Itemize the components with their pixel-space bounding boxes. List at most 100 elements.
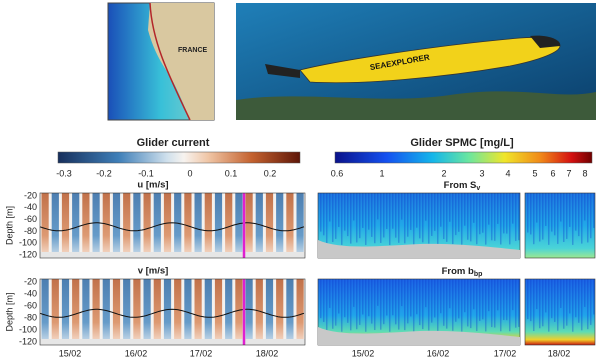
spmc-streak (539, 193, 541, 242)
current-stripe (51, 193, 59, 254)
spmc-streak (392, 193, 394, 229)
spmc-streak (593, 193, 595, 228)
spmc-streak (470, 193, 472, 242)
panels: -0.3 -0.2 -0.1 0 0.1 0.2 0.6 1 2 3 4 5 6 7 8 u [m/s] -20… (4, 168, 596, 358)
spmc-streak (332, 279, 334, 329)
map-land (148, 3, 214, 120)
spmc-streak (587, 279, 589, 330)
spmc-streak (464, 279, 466, 313)
current-stripe (82, 279, 90, 341)
seabed (236, 91, 596, 120)
spmc-streak (407, 279, 409, 324)
spmc-streak (458, 193, 460, 232)
spmc-streak (491, 279, 493, 328)
x-tick-label: 17/02 (190, 348, 213, 358)
mean-line (39, 308, 305, 318)
spmc-streak (545, 193, 547, 226)
x-tick-label: 17/02 (494, 348, 517, 358)
spmc-streak (359, 193, 361, 239)
spmc-streak (332, 193, 334, 243)
current-stripe (245, 279, 253, 341)
current-stripe (265, 279, 274, 341)
spmc-streak (344, 193, 346, 231)
spmc-streak (536, 279, 538, 310)
colorbar-tick-label: 0.6 (331, 168, 344, 178)
spmc-streak (461, 279, 463, 332)
current-stripe (72, 193, 80, 254)
current-stripe (123, 193, 131, 254)
spmc-streak (452, 193, 454, 244)
axes-frame (39, 192, 306, 259)
current-stripe (72, 279, 80, 341)
x-tick-label: 15/02 (352, 348, 375, 358)
y-tick-label: -80 (24, 312, 37, 322)
spmc-streak (335, 193, 337, 239)
spmc-streak (386, 279, 388, 316)
spmc-streak (506, 193, 508, 234)
x-tick-label: 18/02 (256, 348, 279, 358)
spmc-streak (377, 279, 379, 306)
x-tick-label: 16/02 (125, 348, 148, 358)
spmc-streak (482, 279, 484, 320)
spmc-streak (584, 279, 586, 307)
spmc-streak (359, 279, 361, 325)
spmc-streak (389, 193, 391, 245)
spmc-streak (368, 193, 370, 230)
x-tick-label: 16/02 (427, 348, 450, 358)
spmc-streak (323, 193, 325, 236)
spmc-streak (572, 193, 574, 245)
spmc-streak (542, 279, 544, 327)
y-tick-label: -120 (19, 336, 37, 346)
spmc-streak (389, 279, 391, 332)
y-tick-label: -20 (24, 190, 37, 200)
y-axis-label: Depth [m] (4, 206, 14, 245)
spmc-streak (320, 279, 322, 319)
spmc-streak (572, 279, 574, 332)
current-stripe (194, 193, 202, 254)
spmc-streak (494, 193, 496, 241)
x-tick-label: 18/02 (548, 348, 571, 358)
spmc-streak (449, 193, 451, 222)
spmc-streak (398, 279, 400, 330)
glider-nose (530, 35, 561, 48)
spmc-streak (356, 279, 358, 330)
spmc-streak (545, 279, 547, 313)
spmc-streak (386, 193, 388, 229)
spmc-streak (575, 279, 577, 318)
spmc-streak (338, 279, 340, 314)
current-stripe (153, 193, 161, 254)
spmc-streak (371, 279, 373, 324)
current-stripe (51, 279, 59, 341)
spmc-streak (365, 193, 367, 245)
spmc-streak (461, 193, 463, 245)
spmc-streak (497, 193, 499, 224)
axes-frame (524, 278, 596, 346)
y-tick-label: -40 (24, 202, 37, 212)
colorbar-tick-label: 3 (479, 168, 484, 178)
spmc-streak (425, 193, 427, 221)
current-stripe (194, 279, 202, 341)
spmc-streak (434, 193, 436, 231)
panel-title: u [m/s] (137, 180, 168, 191)
axes-frame (524, 192, 596, 259)
spmc-streak (488, 279, 490, 312)
glider (299, 37, 561, 84)
spmc-streak (488, 193, 490, 225)
spmc-streak (404, 279, 406, 331)
spmc-streak (356, 193, 358, 243)
current-stripe (296, 279, 304, 341)
spmc-streak (506, 279, 508, 321)
panel-title: From Sv (444, 180, 481, 192)
spmc-streak (479, 193, 481, 235)
spmc-streak (329, 279, 331, 308)
current-stripe (143, 279, 151, 341)
spmc-streak (479, 279, 481, 321)
colorbar-tick-label: 0.1 (225, 168, 238, 178)
spmc-streak (449, 279, 451, 309)
current-stripe (92, 193, 100, 254)
current-stripe (61, 193, 70, 254)
spmc-streak (470, 279, 472, 329)
spmc-streak (353, 279, 355, 307)
spmc-streak (557, 279, 559, 331)
panel-title: v [m/s] (138, 266, 169, 277)
